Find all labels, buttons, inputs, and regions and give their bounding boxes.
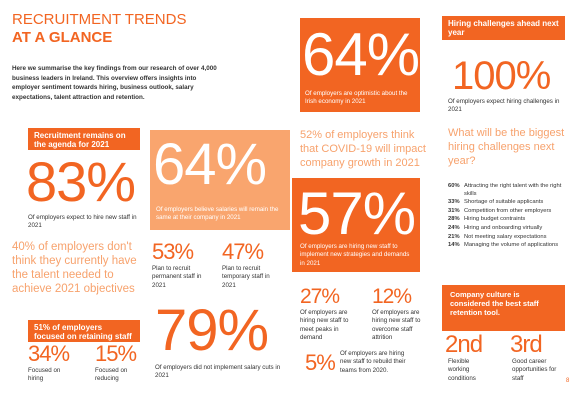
stat-caption: Of employers are optimistic about the Ir… (305, 90, 408, 106)
highlight-box (150, 130, 290, 230)
stat-caption: Of employers expect to hire new staff in… (28, 214, 137, 230)
stat-caption: Of employers believe salaries will remai… (156, 206, 279, 222)
challenge-list: 60% Attracting the right talent with the … (448, 183, 570, 251)
stat-caption: Of employers did not implement salary cu… (155, 364, 281, 380)
banner: 51% of employers focused on retaining st… (28, 320, 140, 350)
stat-caption: Of employers expect hiring challenges in… (448, 98, 560, 114)
stat-value: 64% (302, 21, 420, 88)
stat-caption: Focused on reducing (95, 367, 128, 383)
stat-value: 5% (305, 350, 336, 375)
challenge-text: Hiring and onboarding virtually (464, 224, 543, 231)
rank-caption: Flexible working conditions (448, 358, 476, 382)
stat-value: 53% (152, 239, 194, 264)
highlight-box (292, 178, 420, 272)
intro: Here we summarise the key findings from … (12, 65, 217, 101)
highlight-box (300, 18, 420, 112)
challenge-item: 24% Hiring and onboarding virtually (448, 225, 570, 233)
rank-value: 2nd (445, 331, 483, 358)
stat-caption: Of employers are hiring new staff to imp… (300, 243, 410, 267)
challenge-item: 14% Managing the volume of applications (448, 242, 570, 250)
banner: Recruitment remains on the agenda for 20… (28, 128, 140, 150)
challenge-percent: 31% (448, 207, 460, 214)
stat-value: 64% (153, 132, 267, 197)
stat-caption: Plan to recruit permanent staff in 2021 (152, 265, 202, 289)
challenge-text: Competition from other employers (464, 207, 552, 214)
stat-caption: Of employers are hiring new staff to mee… (300, 309, 349, 342)
challenge-percent: 28% (448, 216, 460, 223)
stat-value: 12% (372, 285, 412, 308)
challenge-item: 21% Not meeting salary expectations (448, 234, 570, 242)
question: What will be the biggest hiring challeng… (448, 127, 565, 167)
stat-caption: Of employers are hiring new staff to reb… (340, 350, 406, 374)
stat-value: 27% (300, 285, 340, 308)
stat-value: 83% (26, 150, 136, 213)
rank-value: 3rd (510, 331, 543, 358)
challenge-text: Not meeting salary expectations (464, 233, 547, 240)
title-line1: RECRUITMENT TRENDS (12, 11, 187, 28)
stat-value: 47% (222, 239, 264, 264)
stat-value: 15% (95, 341, 137, 366)
challenge-item: 28% Hiring budget contraints (448, 216, 570, 224)
stat-value: 34% (28, 341, 70, 366)
challenge-percent: 24% (448, 224, 460, 231)
challenge-item: 31% Competition from other employers (448, 208, 570, 216)
challenge-item: 33% Shortage of suitable applicants (448, 199, 570, 207)
page-number: 8 (566, 378, 570, 384)
challenge-percent: 33% (448, 199, 460, 206)
culture-statement: Company culture is considered the best s… (450, 290, 539, 317)
stat-value: 79% (155, 298, 269, 363)
highlight-box (442, 285, 565, 331)
challenge-percent: 14% (448, 242, 460, 249)
challenge-text: Managing the volume of applications (464, 242, 559, 249)
stat-value: 100% (452, 54, 551, 98)
challenge-percent: 21% (448, 233, 460, 240)
challenge-percent: 60% (448, 183, 460, 189)
stat-caption: Focused on hiring (28, 367, 61, 383)
challenge-text: Shortage of suitable applicants (464, 199, 544, 206)
banner: Hiring challenges ahead next year (442, 16, 565, 40)
covid-statement: 52% of employers think that COVID-19 wil… (300, 129, 426, 169)
stat-caption: Plan to recruit temporary staff in 2021 (222, 265, 270, 289)
rank-caption: Good career opportunities for staff (512, 358, 557, 382)
stat-value: 57% (298, 180, 416, 247)
title-line2: AT A GLANCE (12, 29, 113, 46)
stat-caption: Of employers are hiring new staff to ove… (372, 309, 421, 342)
challenge-text: Hiring budget contraints (464, 216, 526, 223)
talent-statement: 40% of employers don't think they curren… (12, 241, 137, 295)
challenge-item: 60% Attracting the right talent with the … (448, 183, 570, 198)
challenge-text: Attracting the right talent with the rig… (464, 183, 562, 197)
